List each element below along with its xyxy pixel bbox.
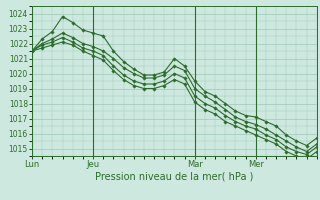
X-axis label: Pression niveau de la mer( hPa ): Pression niveau de la mer( hPa ) — [95, 172, 253, 182]
